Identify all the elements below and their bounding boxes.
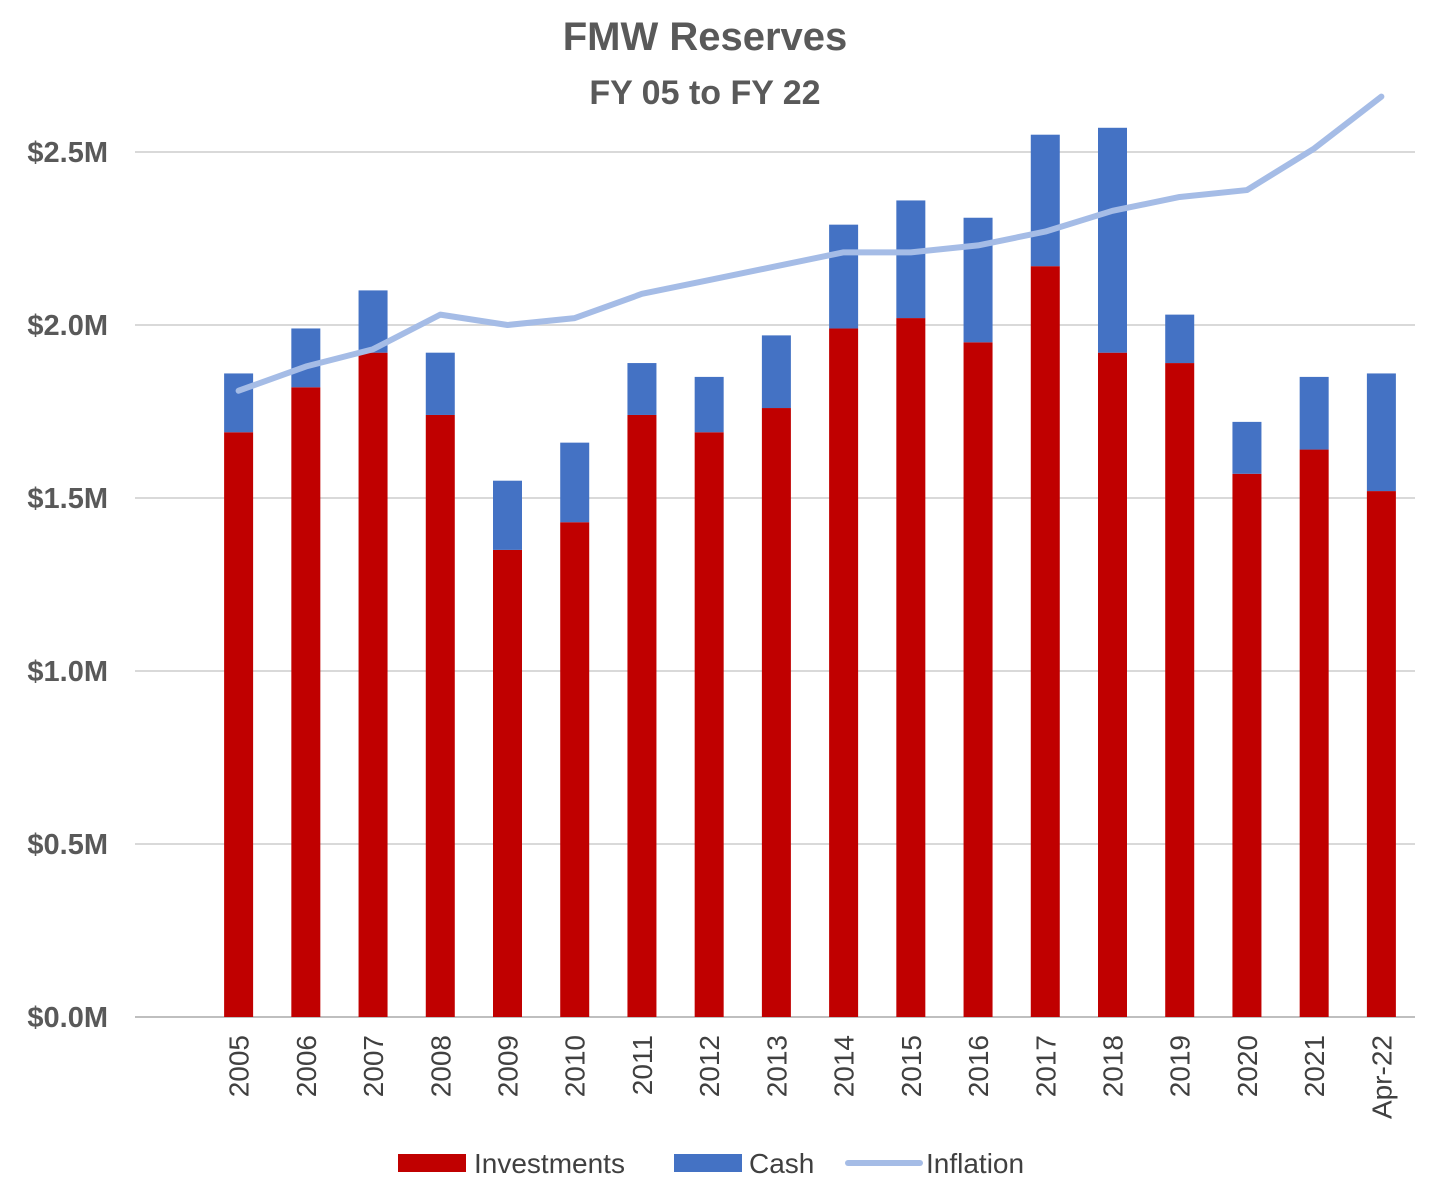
x-tick-label: 2014 (829, 1035, 860, 1097)
x-tick-label: 2010 (560, 1035, 591, 1097)
inflation-line-group (235, 93, 1385, 394)
bar-investments-2013 (761, 408, 791, 1017)
bar-investments-2020 (1232, 473, 1262, 1017)
bar-investments-2015 (896, 318, 926, 1018)
y-tick-label: $0.5M (27, 829, 108, 861)
bar-cash-2018 (1098, 127, 1127, 353)
bar-cash-2012 (694, 376, 724, 433)
x-tick-label: 2009 (493, 1035, 524, 1097)
x-tick-label: 2021 (1299, 1035, 1330, 1097)
bar-investments-2018 (1098, 352, 1127, 1017)
x-tick-label: 2006 (291, 1035, 322, 1097)
x-tick-label: 2005 (224, 1035, 255, 1097)
bar-investments-2008 (425, 414, 455, 1018)
bar-investments-2021 (1299, 449, 1329, 1017)
bar-cash-2020 (1232, 421, 1262, 474)
x-tick-label: 2011 (627, 1035, 658, 1095)
bar-investments-2019 (1165, 363, 1195, 1017)
bar-cash-2015 (896, 200, 926, 319)
bar-investments-apr-22 (1366, 491, 1396, 1018)
x-tick-label: 2008 (425, 1035, 456, 1097)
x-tick-label: 2013 (761, 1035, 792, 1097)
bar-cash-2010 (560, 442, 590, 523)
x-tick-label: Apr-22 (1366, 1035, 1397, 1119)
y-tick-label: $1.0M (27, 656, 108, 688)
x-tick-label: 2016 (963, 1035, 994, 1097)
bar-investments-2005 (224, 432, 254, 1017)
legend: Investments Cash Inflation (398, 1148, 1024, 1179)
bar-investments-2017 (1030, 266, 1060, 1017)
bar-investments-2010 (560, 522, 590, 1017)
legend-label-inflation: Inflation (926, 1148, 1024, 1179)
bar-cash-2008 (425, 352, 455, 415)
chart-subtitle: FY 05 to FY 22 (589, 74, 820, 112)
legend-label-cash: Cash (749, 1148, 814, 1179)
legend-swatch-cash (674, 1154, 742, 1172)
bar-cash-2016 (963, 217, 993, 343)
bar-investments-2016 (963, 342, 993, 1017)
y-tick-label: $2.0M (27, 310, 108, 342)
bar-cash-2013 (761, 335, 791, 409)
bar-investments-2012 (694, 432, 724, 1017)
x-tick-label: 2012 (694, 1035, 725, 1097)
bars (224, 127, 1396, 1018)
bar-cash-2019 (1165, 314, 1195, 364)
bar-cash-2011 (627, 363, 657, 415)
bar-investments-2007 (358, 352, 388, 1017)
bar-cash-2014 (829, 224, 859, 329)
legend-swatch-investments (398, 1154, 466, 1172)
bar-cash-2006 (291, 328, 321, 388)
y-tick-label: $0.0M (27, 1002, 108, 1034)
y-axis: $0.0M $0.5M $1.0M $1.5M $2.0M $2.5M (27, 137, 108, 1034)
x-tick-label: 2015 (896, 1035, 927, 1097)
x-tick-label: 2017 (1030, 1035, 1061, 1097)
bar-cash-2009 (493, 480, 522, 550)
y-tick-label: $2.5M (27, 137, 108, 169)
chart-title: FMW Reserves (563, 15, 848, 59)
bar-cash-apr-22 (1366, 373, 1396, 492)
x-tick-label: 2019 (1165, 1035, 1196, 1097)
bar-cash-2021 (1299, 376, 1329, 450)
x-tick-label: 2018 (1098, 1035, 1129, 1097)
line-inflation (235, 93, 1385, 394)
bar-investments-2011 (627, 414, 657, 1018)
x-tick-label: 2020 (1232, 1035, 1263, 1097)
x-tick-label: 2007 (358, 1035, 389, 1097)
bar-investments-2006 (291, 387, 321, 1017)
x-axis: 2005 2006 2007 2008 2009 2010 2011 2012 2013 2014… (224, 1035, 1398, 1119)
y-tick-label: $1.5M (27, 483, 108, 515)
bar-cash-2017 (1030, 134, 1060, 267)
bar-investments-2009 (493, 549, 522, 1017)
bar-investments-2014 (829, 328, 859, 1018)
legend-label-investments: Investments (474, 1148, 625, 1179)
bar-cash-2005 (224, 373, 254, 433)
